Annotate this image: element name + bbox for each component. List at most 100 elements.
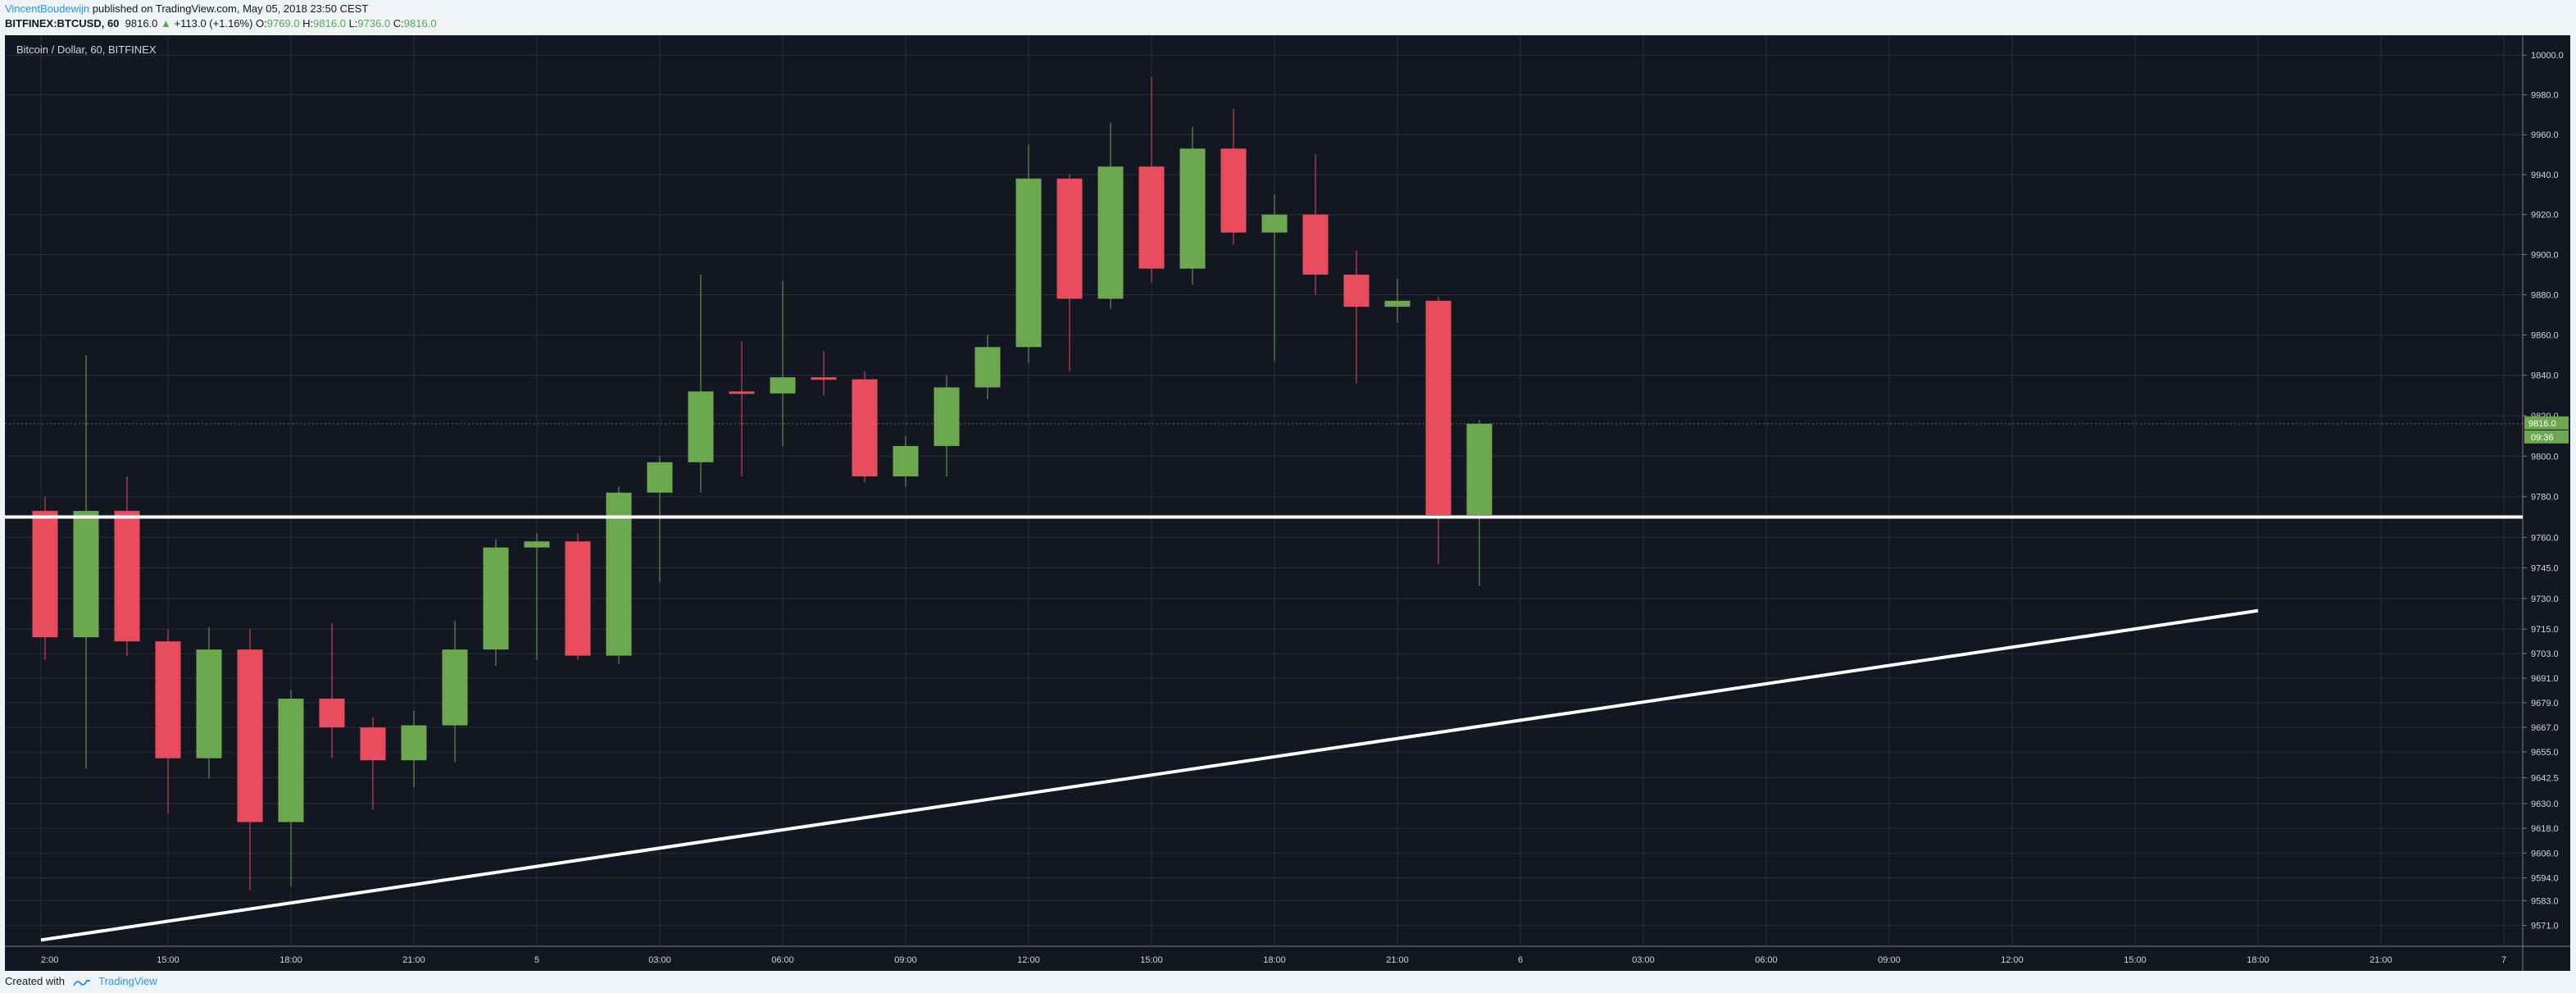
candle-body xyxy=(1097,166,1124,299)
price-tick-label: 9571.0 xyxy=(2531,922,2559,932)
candle-body xyxy=(565,541,591,656)
candle-body xyxy=(1138,166,1165,269)
price-tick-label: 9940.0 xyxy=(2531,171,2559,180)
price-tick-label: 9630.0 xyxy=(2531,799,2559,809)
countdown-label: 09:36 xyxy=(2531,433,2554,443)
trend-line xyxy=(40,608,2259,942)
symbol-name: BITFINEX:BTCUSD, 60 xyxy=(5,17,120,30)
candle-body xyxy=(1343,274,1370,307)
candle-body xyxy=(975,347,1001,388)
symbol-info: BITFINEX:BTCUSD, 60 9816.0 ▲ +113.0 (+1.… xyxy=(5,17,437,30)
time-tick-label: 06:00 xyxy=(1755,955,1778,965)
price-tick-label: 9667.0 xyxy=(2531,723,2559,733)
chart-panel[interactable]: 10000.0 9980.0 9960.0 9940.0 9920.0 9900.0 988… xyxy=(5,35,2570,971)
candle-body xyxy=(1179,148,1206,269)
candle-body xyxy=(606,492,632,656)
price-tick-label: 10000.0 xyxy=(2531,51,2564,61)
time-tick-label: 21:00 xyxy=(1386,955,1409,965)
price-tick-label: 9583.0 xyxy=(2531,896,2559,906)
time-tick-label: 09:00 xyxy=(1878,955,1901,965)
candle-body xyxy=(73,511,99,638)
time-tick-label: 6 xyxy=(1518,955,1523,965)
open-value: 9769.0 xyxy=(266,17,300,30)
candle-body xyxy=(360,727,386,761)
high-label: H: xyxy=(302,17,314,30)
candle-body xyxy=(1015,178,1042,348)
price-tick-label: 9860.0 xyxy=(2531,331,2559,341)
price-tick-label: 9980.0 xyxy=(2531,91,2559,101)
time-tick-label: 7 xyxy=(2501,955,2506,965)
time-tick-label: 09:00 xyxy=(894,955,917,965)
time-tick-label: 15:00 xyxy=(1140,955,1163,965)
time-tick-label: 5 xyxy=(534,955,539,965)
change-arrow-icon: ▲ xyxy=(161,17,171,30)
change-value: +113.0 (+1.16%) xyxy=(174,17,253,30)
candle-body xyxy=(1384,300,1411,307)
price-tick-label: 9920.0 xyxy=(2531,211,2559,221)
candle-body xyxy=(1466,423,1492,516)
candle-body xyxy=(934,387,960,446)
candle-body xyxy=(770,377,796,394)
price-tick-label: 9800.0 xyxy=(2531,452,2559,462)
low-label: L: xyxy=(348,17,358,30)
candlestick-chart[interactable]: 10000.0 9980.0 9960.0 9940.0 9920.0 9900.0 988… xyxy=(5,35,2570,971)
price-tick-label: 9780.0 xyxy=(2531,493,2559,503)
candle-body xyxy=(1302,214,1329,275)
price-tick-label: 9730.0 xyxy=(2531,594,2559,604)
candle-body xyxy=(524,541,550,548)
low-value: 9736.0 xyxy=(357,17,391,30)
candle-body xyxy=(401,725,427,761)
close-label: C: xyxy=(393,17,404,30)
high-value: 9816.0 xyxy=(313,17,346,30)
price-tick-label: 9606.0 xyxy=(2531,849,2559,859)
time-tick-label: 21:00 xyxy=(2369,955,2392,965)
publish-info: VincentBoudewijn published on TradingVie… xyxy=(5,2,368,15)
candle-body xyxy=(483,547,509,650)
time-tick-label: 2:00 xyxy=(41,955,58,965)
candle-body xyxy=(442,649,468,726)
candle-body xyxy=(1261,214,1288,233)
candle-body xyxy=(1425,300,1452,516)
candle-body xyxy=(893,445,919,476)
candle-body xyxy=(688,391,714,462)
time-tick-label: 18:00 xyxy=(279,955,302,965)
time-tick-label: 15:00 xyxy=(157,955,179,965)
price-tick-label: 9880.0 xyxy=(2531,290,2559,300)
price-tick-label: 9679.0 xyxy=(2531,699,2559,708)
price-tick-label: 9703.0 xyxy=(2531,649,2559,659)
candle-body xyxy=(32,511,58,638)
candle-body xyxy=(237,649,263,822)
price-tick-label: 9900.0 xyxy=(2531,251,2559,261)
open-label: O: xyxy=(256,17,267,30)
time-tick-label: 12:00 xyxy=(1017,955,1040,965)
last-price: 9816.0 xyxy=(125,17,158,30)
time-tick-label: 21:00 xyxy=(402,955,425,965)
time-tick-label: 03:00 xyxy=(648,955,671,965)
countdown-label-box xyxy=(2524,430,2569,444)
footer: Created with TradingView xyxy=(5,972,157,991)
price-tick-label: 9691.0 xyxy=(2531,674,2559,684)
last-price-label-box xyxy=(2524,416,2569,430)
price-tick-label: 9960.0 xyxy=(2531,130,2559,140)
price-tick-label: 9655.0 xyxy=(2531,748,2559,758)
time-tick-label: 18:00 xyxy=(2247,955,2269,965)
author-link[interactable]: VincentBoudewijn xyxy=(5,2,90,15)
price-tick-label: 9760.0 xyxy=(2531,533,2559,543)
candle-body xyxy=(1220,148,1247,233)
time-tick-label: 12:00 xyxy=(2001,955,2024,965)
candle-body xyxy=(319,699,345,728)
candle-body xyxy=(852,379,878,476)
last-price-label: 9816.0 xyxy=(2528,419,2556,429)
price-tick-label: 9618.0 xyxy=(2531,824,2559,834)
price-tick-label: 9642.5 xyxy=(2531,774,2559,784)
published-text: published on TradingView.com, May 05, 20… xyxy=(92,2,369,15)
candle-body xyxy=(278,699,304,822)
close-value: 9816.0 xyxy=(403,17,437,30)
candle-body xyxy=(647,462,673,493)
time-tick-label: 06:00 xyxy=(771,955,794,965)
tradingview-link[interactable]: TradingView xyxy=(98,975,157,987)
candle-body xyxy=(1056,178,1083,299)
candle-body xyxy=(155,641,181,758)
tradingview-logo-icon[interactable] xyxy=(72,975,94,987)
candle-body xyxy=(196,649,222,758)
